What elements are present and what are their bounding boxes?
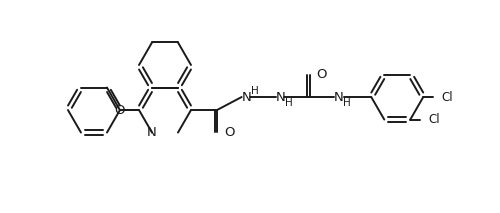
Text: N: N <box>334 91 344 104</box>
Text: H: H <box>343 98 351 108</box>
Text: H: H <box>284 98 292 108</box>
Text: H: H <box>250 86 258 96</box>
Text: O: O <box>114 104 125 117</box>
Text: N: N <box>147 126 157 139</box>
Text: N: N <box>242 91 252 104</box>
Text: Cl: Cl <box>428 113 440 126</box>
Text: Cl: Cl <box>442 91 453 104</box>
Text: O: O <box>316 68 327 81</box>
Text: N: N <box>276 91 285 104</box>
Text: O: O <box>224 126 234 139</box>
